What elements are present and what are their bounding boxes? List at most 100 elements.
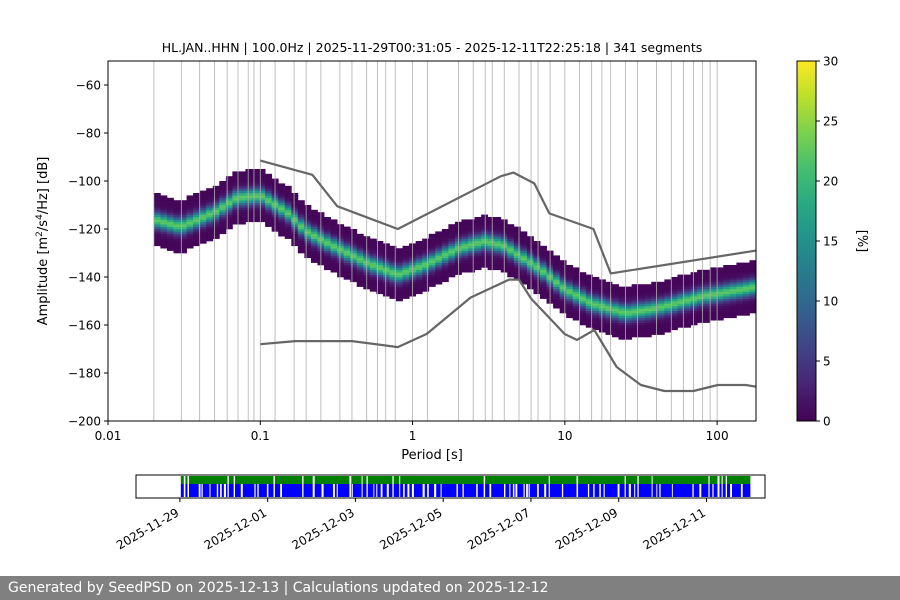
psd-heat-cell [684, 289, 691, 292]
psd-heat-cell [402, 293, 410, 297]
psd-heat-cell [422, 281, 430, 285]
psd-heat-cell [612, 289, 619, 292]
psd-heat-cell [703, 303, 711, 307]
psd-heat-cell [729, 310, 737, 314]
psd-heat-cell [219, 214, 227, 218]
psd-heat-cell [382, 267, 390, 271]
psd-heat-cell [245, 188, 253, 191]
psd-heat-cell [284, 209, 292, 213]
psd-heat-cell [389, 286, 397, 290]
psd-heat-cell [291, 200, 299, 203]
psd-heat-cell [337, 257, 345, 261]
psd-heat-cell [553, 274, 561, 278]
psd-heat-cell [206, 236, 214, 239]
psd-heat-cell [598, 310, 606, 314]
psd-heat-cell [474, 245, 482, 249]
psd-heat-cell [474, 226, 482, 230]
psd-heat-cell [729, 284, 737, 287]
psd-heat-cell [729, 293, 737, 297]
availability-gap [659, 484, 661, 497]
psd-heat-cell [677, 320, 685, 323]
psd-heat-cell [526, 243, 534, 247]
psd-heat-cell [625, 322, 633, 326]
psd-heat-cell [212, 207, 220, 211]
psd-heat-cell [684, 274, 691, 278]
psd-heat-cell [729, 301, 737, 304]
psd-heat-cell [690, 286, 698, 290]
psd-heat-cell [625, 286, 633, 290]
psd-heat-cell [297, 236, 305, 239]
psd-heat-cell [736, 308, 744, 311]
psd-heat-cell [284, 229, 292, 232]
psd-heat-cell [337, 236, 345, 239]
psd-heat-cell [716, 293, 724, 297]
psd-heat-cell [572, 301, 580, 304]
psd-heat-cell [664, 317, 672, 321]
psd-heat-cell [664, 313, 672, 316]
noise-models [260, 159, 757, 393]
psd-heat-cell [356, 245, 364, 249]
psd-heat-cell [199, 202, 207, 206]
psd-heat-cell [193, 209, 201, 213]
psd-heat-cell [618, 334, 626, 338]
psd-heat-cell [206, 188, 214, 191]
psd-heat-cell [199, 207, 207, 211]
psd-heat-cell [723, 289, 731, 292]
psd-heat-cell [520, 245, 528, 249]
psd-heat-cell [180, 250, 187, 254]
psd-heat-cell [723, 277, 731, 280]
psd-heat-cell [428, 238, 436, 242]
psd-heat-cell [461, 219, 469, 223]
psd-heat-cell [428, 262, 436, 266]
psd-heat-cell [749, 267, 757, 271]
y-axis-label-exponent: 4 [35, 214, 45, 220]
availability-gap [725, 476, 727, 497]
psd-heat-cell [507, 233, 515, 237]
psd-heat-cell [481, 257, 489, 261]
psd-heat-cell [180, 243, 187, 247]
psd-heat-cell [677, 315, 685, 319]
psd-heat-cell [428, 257, 436, 261]
psd-heat-cell [644, 315, 652, 319]
psd-heat-cell [703, 301, 711, 304]
psd-heat-cell [232, 209, 240, 213]
psd-heat-cell [173, 250, 181, 254]
psd-heat-cell [670, 301, 678, 304]
psd-heat-cell [579, 305, 587, 309]
psd-heat-cell [284, 233, 292, 237]
psd-heat-cell [180, 217, 187, 220]
psd-heat-cell [180, 207, 187, 211]
psd-heat-cell [540, 269, 547, 273]
psd-heat-cell [723, 284, 731, 287]
psd-heat-cell [526, 279, 534, 283]
psd-heat-cell [180, 219, 187, 223]
psd-heat-cell [618, 308, 626, 311]
date-tick-label: 2025-12-03 [290, 505, 357, 552]
psd-heat-cell [396, 257, 403, 261]
psd-heat-cell [193, 207, 201, 211]
psd-heat-cell [160, 241, 168, 244]
psd-heat-cell [540, 289, 547, 292]
psd-heat-cell [428, 260, 436, 263]
psd-heat-cell [644, 293, 652, 297]
psd-heat-cell [166, 214, 174, 218]
psd-heat-cell [402, 272, 410, 275]
psd-heat-cell [219, 217, 227, 220]
psd-heat-cell [206, 209, 214, 213]
psd-heat-cell [585, 301, 593, 304]
psd-heat-cell [690, 298, 698, 302]
psd-heat-cell [186, 205, 194, 208]
psd-heat-cell [540, 267, 547, 271]
psd-heat-cell [566, 277, 574, 280]
psd-heat-cell [579, 296, 587, 299]
psd-heat-cell [474, 267, 482, 271]
psd-heat-cell [428, 265, 436, 268]
psd-heat-cell [212, 236, 220, 239]
psd-heat-cell [657, 315, 665, 319]
psd-heat-cell [481, 260, 489, 263]
psd-heat-cell [520, 250, 528, 254]
psd-heat-cell [605, 317, 613, 321]
psd-heat-cell [638, 293, 646, 297]
psd-heat-cell [670, 322, 678, 326]
psd-heat-cell [670, 277, 678, 280]
